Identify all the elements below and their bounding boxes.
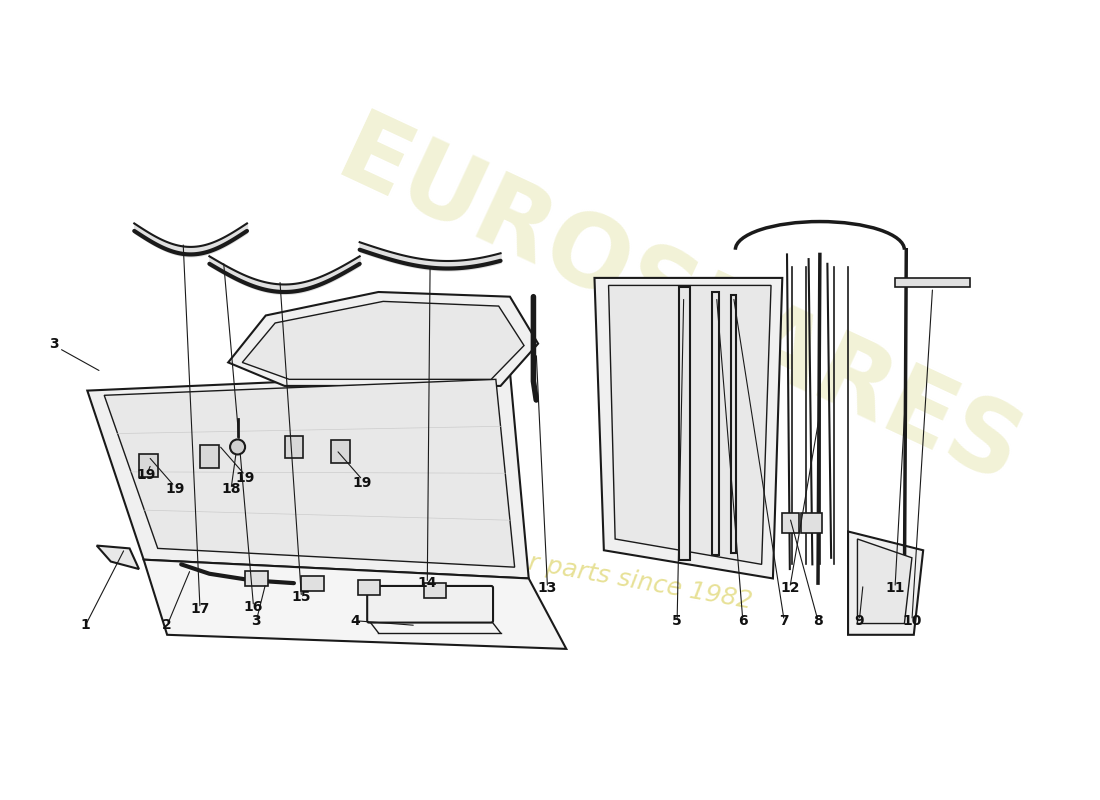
Text: 1: 1 xyxy=(80,618,90,633)
Bar xyxy=(730,295,736,553)
Polygon shape xyxy=(594,278,782,578)
Bar xyxy=(301,576,324,590)
Bar xyxy=(801,513,822,534)
Polygon shape xyxy=(608,286,771,564)
Text: 14: 14 xyxy=(418,576,437,590)
Polygon shape xyxy=(104,379,515,567)
Polygon shape xyxy=(97,546,139,569)
Text: 18: 18 xyxy=(221,482,241,496)
Text: 12: 12 xyxy=(780,581,800,595)
Text: 3: 3 xyxy=(50,337,59,350)
Text: a passion for parts since 1982: a passion for parts since 1982 xyxy=(378,525,755,614)
Bar xyxy=(895,278,970,287)
Bar xyxy=(679,287,691,560)
Circle shape xyxy=(230,439,245,454)
Text: 9: 9 xyxy=(855,614,865,628)
Bar xyxy=(782,513,800,534)
Text: 17: 17 xyxy=(190,602,210,615)
Text: 5: 5 xyxy=(672,614,682,628)
Text: 3: 3 xyxy=(252,614,261,628)
Bar xyxy=(424,583,447,598)
Polygon shape xyxy=(144,560,566,649)
Bar xyxy=(139,454,157,477)
Bar xyxy=(358,580,381,595)
Bar xyxy=(200,445,219,468)
Text: EUROSPARES: EUROSPARES xyxy=(322,106,1036,507)
Text: 19: 19 xyxy=(235,471,255,485)
Text: 15: 15 xyxy=(292,590,311,604)
Text: 19: 19 xyxy=(165,482,185,496)
Polygon shape xyxy=(242,302,524,379)
Text: 16: 16 xyxy=(244,600,263,614)
Text: 19: 19 xyxy=(136,468,156,482)
Text: 10: 10 xyxy=(902,614,922,628)
Text: 7: 7 xyxy=(780,614,789,628)
Bar xyxy=(285,436,304,458)
Polygon shape xyxy=(87,372,529,578)
Bar xyxy=(331,440,350,463)
Bar xyxy=(712,292,719,555)
Text: 4: 4 xyxy=(350,614,360,628)
Polygon shape xyxy=(228,292,538,386)
FancyBboxPatch shape xyxy=(367,586,493,622)
Text: 8: 8 xyxy=(813,614,823,628)
Bar xyxy=(245,571,267,586)
Text: 19: 19 xyxy=(353,476,372,490)
Text: 11: 11 xyxy=(886,581,905,595)
Text: 6: 6 xyxy=(738,614,748,628)
Text: 13: 13 xyxy=(538,581,558,595)
Text: 2: 2 xyxy=(163,618,172,633)
Polygon shape xyxy=(857,539,912,623)
Polygon shape xyxy=(848,531,923,634)
